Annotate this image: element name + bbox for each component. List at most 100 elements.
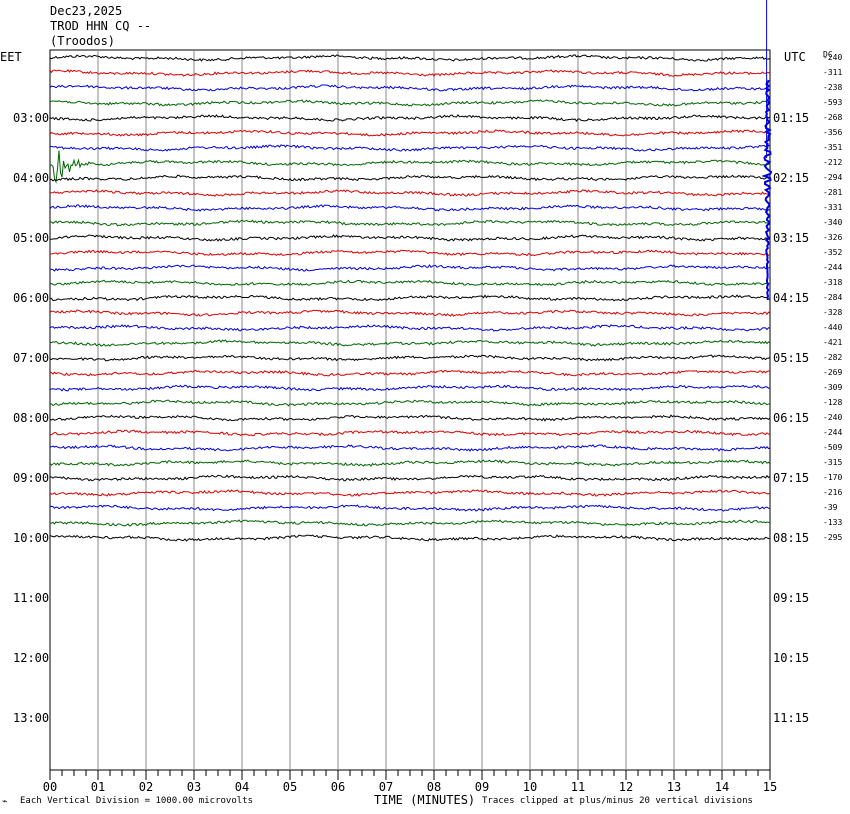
trace-line bbox=[49, 444, 771, 452]
left-hour-label: 11:00 bbox=[13, 591, 50, 605]
x-tick-label: 11 bbox=[570, 780, 586, 794]
x-tick-label: 10 bbox=[522, 780, 538, 794]
x-tick-label: 08 bbox=[426, 780, 442, 794]
dc-offset-label: -440 bbox=[823, 323, 843, 332]
trace-line bbox=[49, 459, 771, 467]
right-hour-label: 01:15 bbox=[773, 111, 810, 125]
left-hour-label: 12:00 bbox=[13, 651, 50, 665]
dc-offset-label: -309 bbox=[823, 383, 843, 392]
right-hour-label: 02:15 bbox=[773, 171, 810, 185]
dc-offset-label: -238 bbox=[823, 83, 843, 92]
x-tick-label: 14 bbox=[714, 780, 730, 794]
right-hour-label: 03:15 bbox=[773, 231, 810, 245]
trace-line bbox=[49, 189, 771, 197]
x-tick-label: 06 bbox=[330, 780, 346, 794]
trace-line bbox=[49, 429, 771, 437]
dc-offset-label: -331 bbox=[823, 203, 843, 212]
trace-line bbox=[49, 69, 771, 77]
left-hour-label: 03:00 bbox=[13, 111, 50, 125]
left-hour-label: 06:00 bbox=[13, 291, 50, 305]
trace-line bbox=[49, 144, 771, 152]
right-hour-label: 11:15 bbox=[773, 711, 810, 725]
dc-offset-label: -593 bbox=[823, 98, 843, 107]
dc-label: DC bbox=[823, 50, 833, 59]
trace-line bbox=[49, 264, 771, 272]
trace-line bbox=[49, 414, 771, 422]
dc-offset-label: -295 bbox=[823, 533, 843, 542]
trace-line bbox=[49, 249, 771, 257]
dc-offset-label: -509 bbox=[823, 443, 843, 452]
trace-line bbox=[49, 534, 771, 542]
dc-offset-label: -39 bbox=[823, 503, 838, 512]
trace-line bbox=[49, 369, 771, 377]
plot-frame bbox=[49, 49, 771, 771]
dc-offset-label: -294 bbox=[823, 173, 843, 182]
trace-line bbox=[49, 54, 771, 62]
trace-line bbox=[49, 204, 771, 212]
station-location: (Troodos) bbox=[50, 34, 116, 48]
trace-line bbox=[49, 489, 771, 497]
right-hour-label: 10:15 bbox=[773, 651, 810, 665]
trace-line bbox=[49, 99, 771, 107]
dc-offset-label: -351 bbox=[823, 143, 843, 152]
dc-offset-label: -356 bbox=[823, 128, 843, 137]
left-hour-label: 05:00 bbox=[13, 231, 50, 245]
trace-line bbox=[49, 219, 771, 227]
dc-offset-label: -170 bbox=[823, 473, 843, 482]
trace-line bbox=[49, 84, 771, 92]
trace-line bbox=[49, 474, 771, 482]
trace-line bbox=[49, 399, 771, 407]
left-hour-label: 13:00 bbox=[13, 711, 50, 725]
dc-offset-label: -284 bbox=[823, 293, 843, 302]
x-tick-label: 03 bbox=[186, 780, 202, 794]
dc-offset-label: -282 bbox=[823, 353, 843, 362]
left-hour-label: 10:00 bbox=[13, 531, 50, 545]
dc-offset-label: -244 bbox=[823, 263, 843, 272]
trace-line bbox=[49, 384, 771, 392]
trace-line bbox=[49, 234, 771, 242]
dc-offset-label: -269 bbox=[823, 368, 843, 377]
trace-line bbox=[49, 519, 771, 527]
left-hour-label: 09:00 bbox=[13, 471, 50, 485]
left-hour-label: 07:00 bbox=[13, 351, 50, 365]
x-tick-label: 07 bbox=[378, 780, 394, 794]
trace-line bbox=[49, 129, 771, 137]
trace-line bbox=[49, 504, 771, 512]
x-tick-label: 15 bbox=[762, 780, 778, 794]
x-tick-label: 09 bbox=[474, 780, 490, 794]
dc-offset-label: -240 bbox=[823, 53, 843, 62]
dc-offset-label: -326 bbox=[823, 233, 843, 242]
dc-offset-label: -311 bbox=[823, 68, 843, 77]
x-tick-label: 01 bbox=[90, 780, 106, 794]
trace-line bbox=[49, 354, 771, 362]
dc-offset-label: -421 bbox=[823, 338, 843, 347]
dc-offset-label: -244 bbox=[823, 428, 843, 437]
trace-line bbox=[50, 294, 771, 302]
trace-line bbox=[49, 113, 770, 122]
dc-offset-label: -340 bbox=[823, 218, 843, 227]
dc-offset-label: -128 bbox=[823, 398, 843, 407]
dc-offset-label: -352 bbox=[823, 248, 843, 257]
dc-offset-label: -212 bbox=[823, 158, 843, 167]
trace-line bbox=[49, 339, 771, 347]
right-hour-label: 09:15 bbox=[773, 591, 810, 605]
dc-offset-label: -240 bbox=[823, 413, 843, 422]
dc-offset-label: -268 bbox=[823, 113, 843, 122]
right-hour-label: 06:15 bbox=[773, 411, 810, 425]
left-timezone-label: EET bbox=[0, 50, 22, 64]
dc-offset-label: -216 bbox=[823, 488, 843, 497]
x-tick-label: 04 bbox=[234, 780, 250, 794]
trace-line bbox=[49, 279, 771, 287]
seismograph-icon: ⌁ bbox=[2, 797, 8, 807]
right-hour-label: 08:15 bbox=[773, 531, 810, 545]
left-hour-label: 08:00 bbox=[13, 411, 50, 425]
x-tick-label: 12 bbox=[618, 780, 634, 794]
right-timezone-label: UTC bbox=[784, 50, 806, 64]
left-hour-label: 04:00 bbox=[13, 171, 50, 185]
right-hour-label: 07:15 bbox=[773, 471, 810, 485]
trace-line bbox=[49, 150, 771, 184]
station-name: TROD HHN CQ -- bbox=[50, 19, 152, 33]
scale-note: Each Vertical Division = 1000.00 microvo… bbox=[20, 796, 253, 806]
x-tick-label: 00 bbox=[42, 780, 58, 794]
